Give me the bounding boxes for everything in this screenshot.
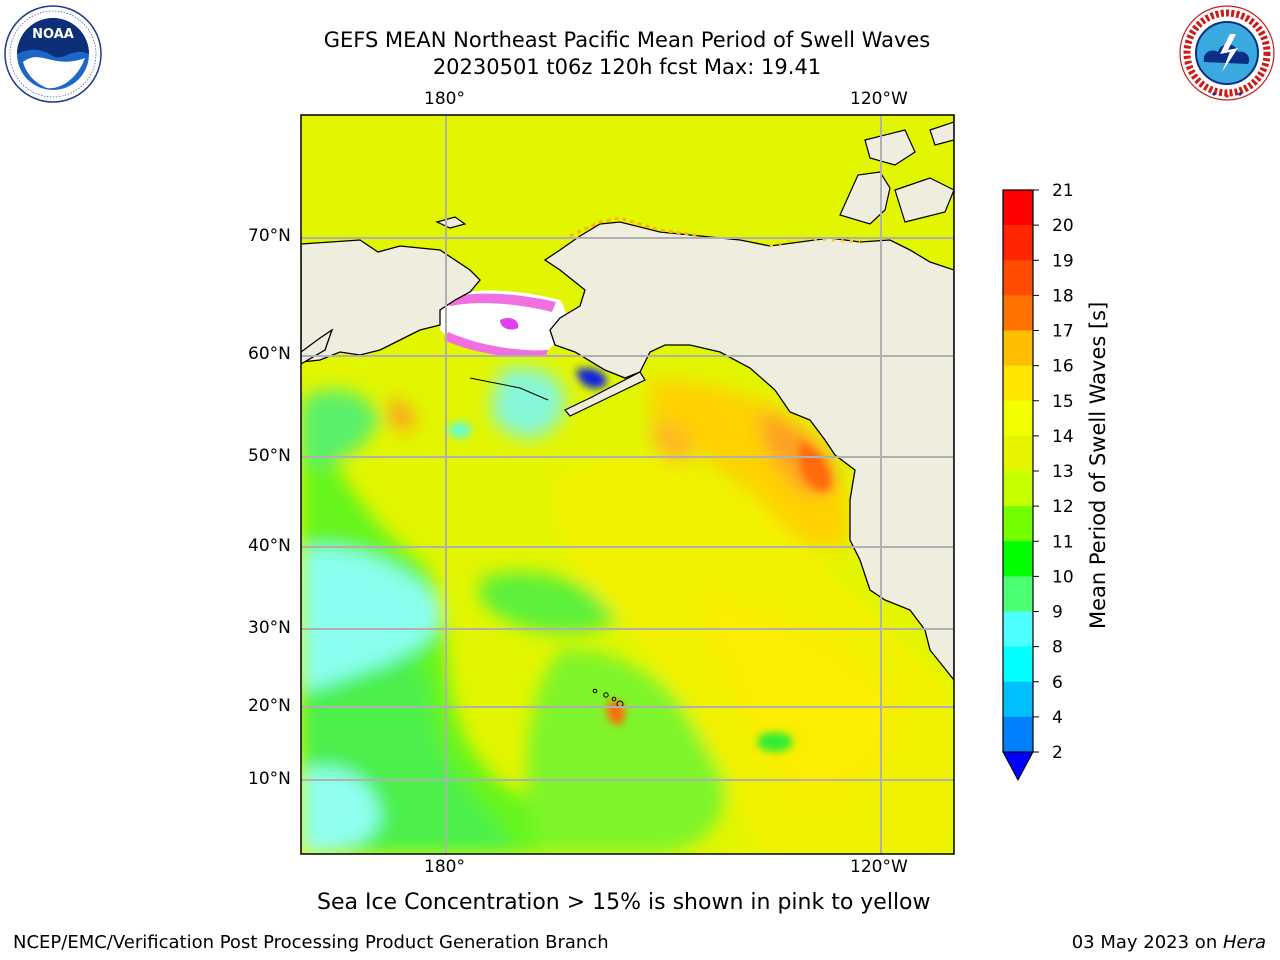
colorbar-band [1003,541,1033,577]
lat-label-50n: 50°N [248,446,291,466]
colorbar-band [1003,716,1033,753]
lat-label-10n: 10°N [248,769,291,789]
swell-details [448,368,831,752]
chart-subtitle: 20230501 t06z 120h fcst Max: 19.41 [432,55,822,79]
colorbar-tick-label: 18 [1052,286,1074,306]
colorbar-extend-triangle [1002,751,1034,782]
colorbar-band [1003,400,1033,437]
chart-title: GEFS MEAN Northeast Pacific Mean Period … [323,28,931,52]
colorbar-tick-label: 21 [1052,181,1074,201]
colorbar-tick-label: 16 [1052,357,1074,377]
lon-label-top-120w: 120°W [850,89,908,109]
colorbar-band [1003,681,1033,718]
colorbar-tick-label: 6 [1052,673,1063,693]
lat-label-40n: 40°N [248,536,291,556]
footer-credit: NCEP/EMC/Verification Post Processing Pr… [13,932,609,953]
graticule [301,115,954,854]
colorbar-band [1003,471,1033,507]
colorbar-band [1003,435,1033,472]
svg-text:NOAA: NOAA [32,27,74,42]
lon-label-bottom-120w: 120°W [850,857,908,877]
colorbar-band [1003,611,1033,648]
colorbar-tick-label: 14 [1052,427,1074,447]
map-frame [300,114,955,855]
colorbar-tick-label: 8 [1052,638,1063,658]
colorbar-tick-label: 11 [1052,532,1074,552]
colorbar-tick-label: 13 [1052,462,1074,482]
lat-label-60n: 60°N [248,344,291,364]
colorbar-tick-label: 2 [1052,743,1063,763]
nws-logo [1179,5,1275,101]
colorbar-band [1003,190,1033,226]
colorbar-tick-label: 15 [1052,392,1074,412]
lat-label-30n: 30°N [248,618,291,638]
colorbar-band [1003,506,1033,542]
footer-date: 03 May 2023 on Hera [1072,932,1266,953]
lon-label-top-180: 180° [424,89,465,109]
colorbar-label: Mean Period of Swell Waves [s] [1086,301,1110,629]
map-panel [301,115,954,854]
lon-label-bottom-180: 180° [424,857,465,877]
colorbar-band [1003,576,1033,612]
colorbar-tick-label: 20 [1052,216,1074,236]
land-north-america [543,115,954,682]
colorbar-tick-label: 19 [1052,251,1074,271]
colorbar-tick-label: 9 [1052,603,1063,623]
colorbar-band [1003,260,1033,296]
footer-date-text: 03 May 2023 on [1071,932,1223,953]
lat-label-70n: 70°N [248,226,291,246]
colorbar-band [1003,646,1033,683]
colorbar-band [1003,330,1033,367]
colorbar-tick-label: 4 [1052,708,1063,728]
colorbar-tick-label: 12 [1052,497,1074,517]
colorbar-tick-label: 10 [1052,567,1074,587]
lat-label-20n: 20°N [248,696,291,716]
colorbar-tick-label: 17 [1052,322,1074,342]
footer-machine: Hera [1222,932,1266,953]
sea-ice-note: Sea Ice Concentration > 15% is shown in … [317,890,931,915]
land-siberia [301,239,481,363]
colorbar-band [1003,295,1033,331]
colorbar-band [1003,365,1033,402]
colorbar-band [1003,225,1033,261]
noaa-logo: NOAA [4,5,102,103]
colorbar: 21 20 19 18 17 16 15 14 13 12 11 10 9 8 6 4 2 [1002,181,1074,782]
swell-field [301,367,954,854]
